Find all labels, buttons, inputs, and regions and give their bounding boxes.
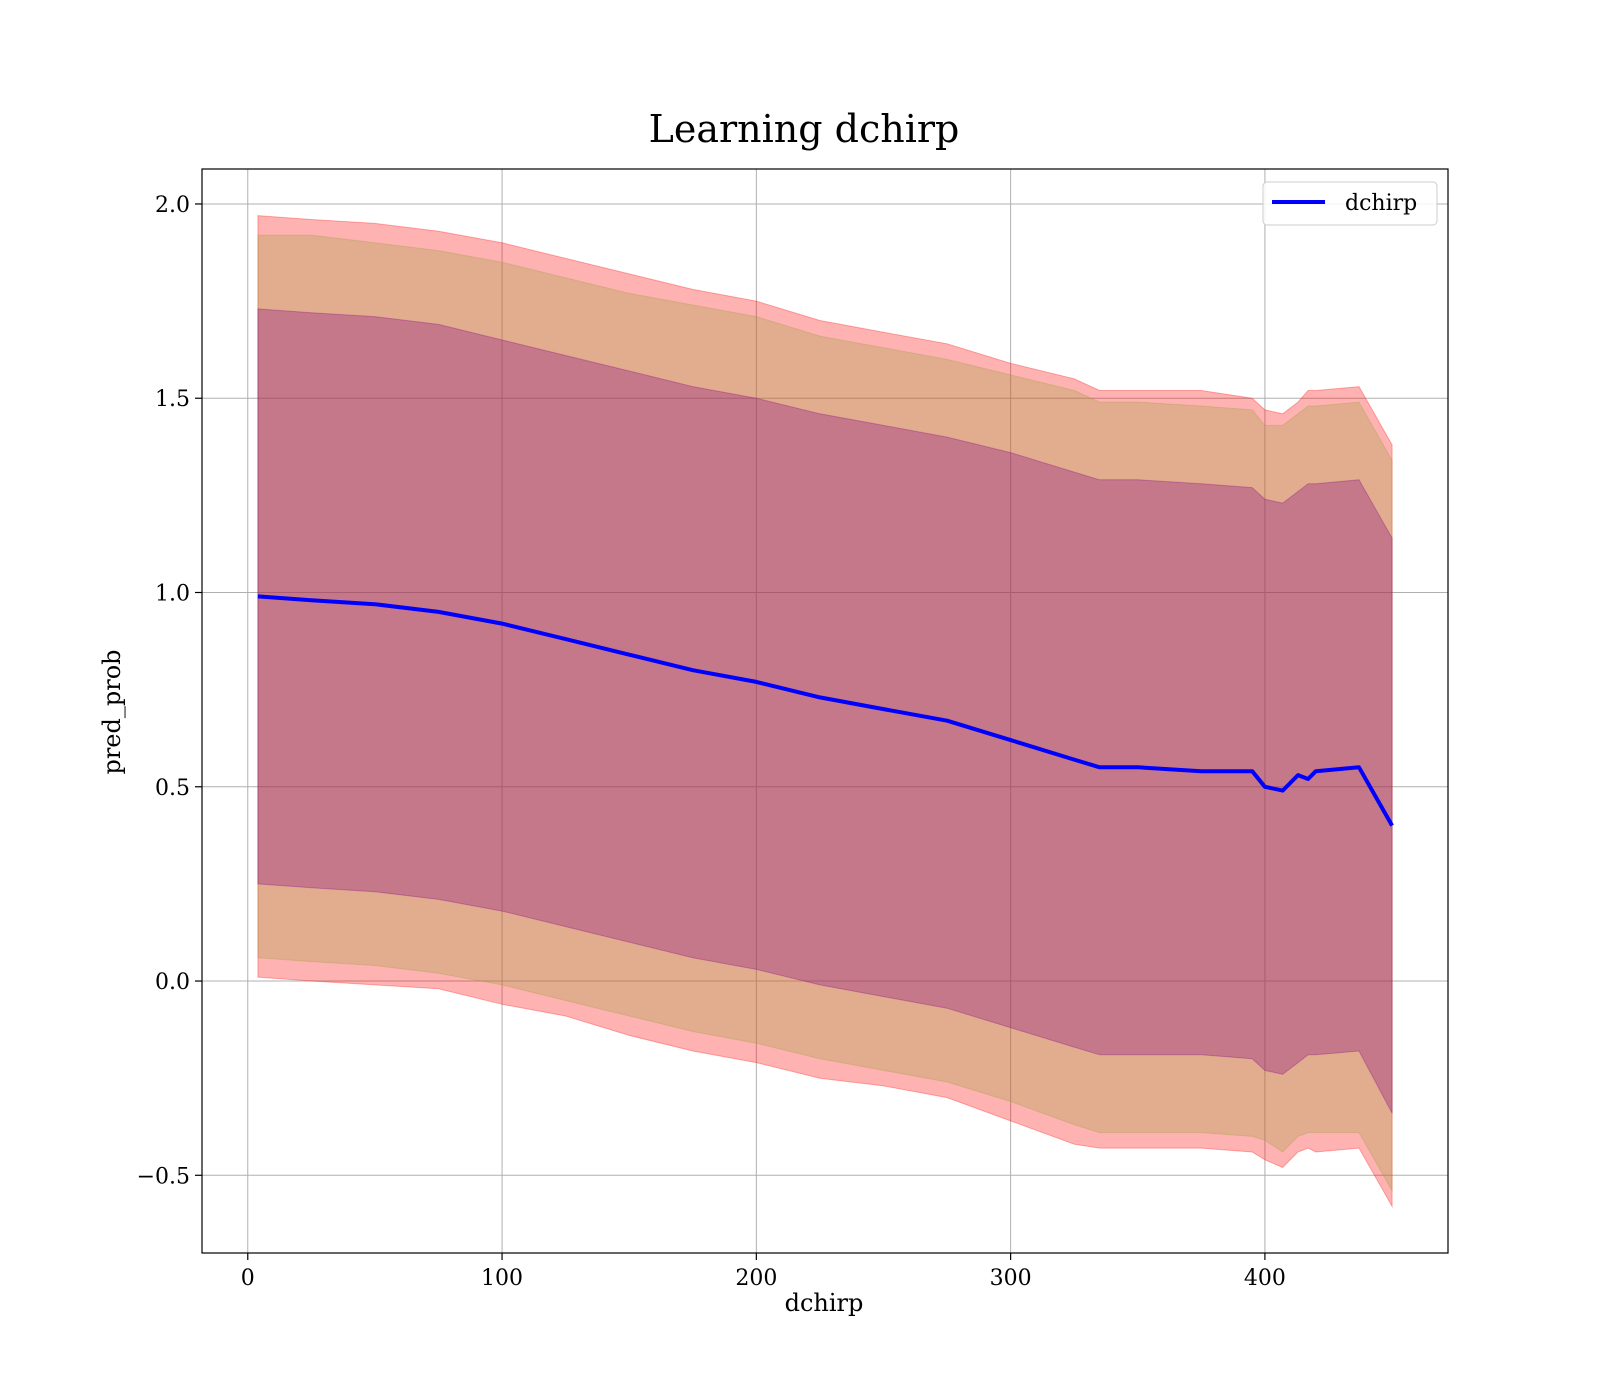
- y-tick-label-0: −0.5: [137, 1164, 190, 1189]
- band-middle: [257, 234, 1393, 1193]
- x-tick-label-4: 400: [1244, 1266, 1286, 1291]
- y-tick-label-5: 2.0: [155, 193, 190, 218]
- y-tick-label-3: 1.0: [155, 581, 190, 606]
- band-outer: [257, 215, 1393, 1209]
- y-tick-label-1: 0.0: [155, 970, 190, 995]
- line-layer: [257, 594, 1394, 827]
- band-inner: [257, 308, 1393, 1114]
- legend: dchirp: [1262, 181, 1438, 226]
- x-tick-label-0: 0: [241, 1266, 255, 1291]
- x-tick-label-3: 300: [990, 1266, 1032, 1291]
- plot-area: [202, 169, 1448, 1253]
- x-axis-label: dchirp: [785, 1289, 864, 1317]
- plot-frame: [201, 168, 1449, 1254]
- legend-label: dchirp: [1345, 191, 1417, 216]
- band-layer: [257, 215, 1393, 1209]
- y-tick-label-2: 0.5: [155, 776, 190, 801]
- y-tick-label-4: 1.5: [155, 387, 190, 412]
- series-line-0: [257, 594, 1394, 827]
- chart-title: Learning dchirp: [649, 107, 960, 151]
- legend-box: [1262, 181, 1438, 226]
- x-tick-label-1: 100: [481, 1266, 523, 1291]
- grid-layer: [202, 169, 1448, 1253]
- x-tick-label-2: 200: [735, 1266, 777, 1291]
- x-ticks: 0 100 200 300 400: [241, 1253, 1286, 1291]
- y-ticks: −0.5 0.0 0.5 1.0 1.5 2.0: [137, 193, 202, 1189]
- y-axis-label: pred_prob: [98, 649, 126, 774]
